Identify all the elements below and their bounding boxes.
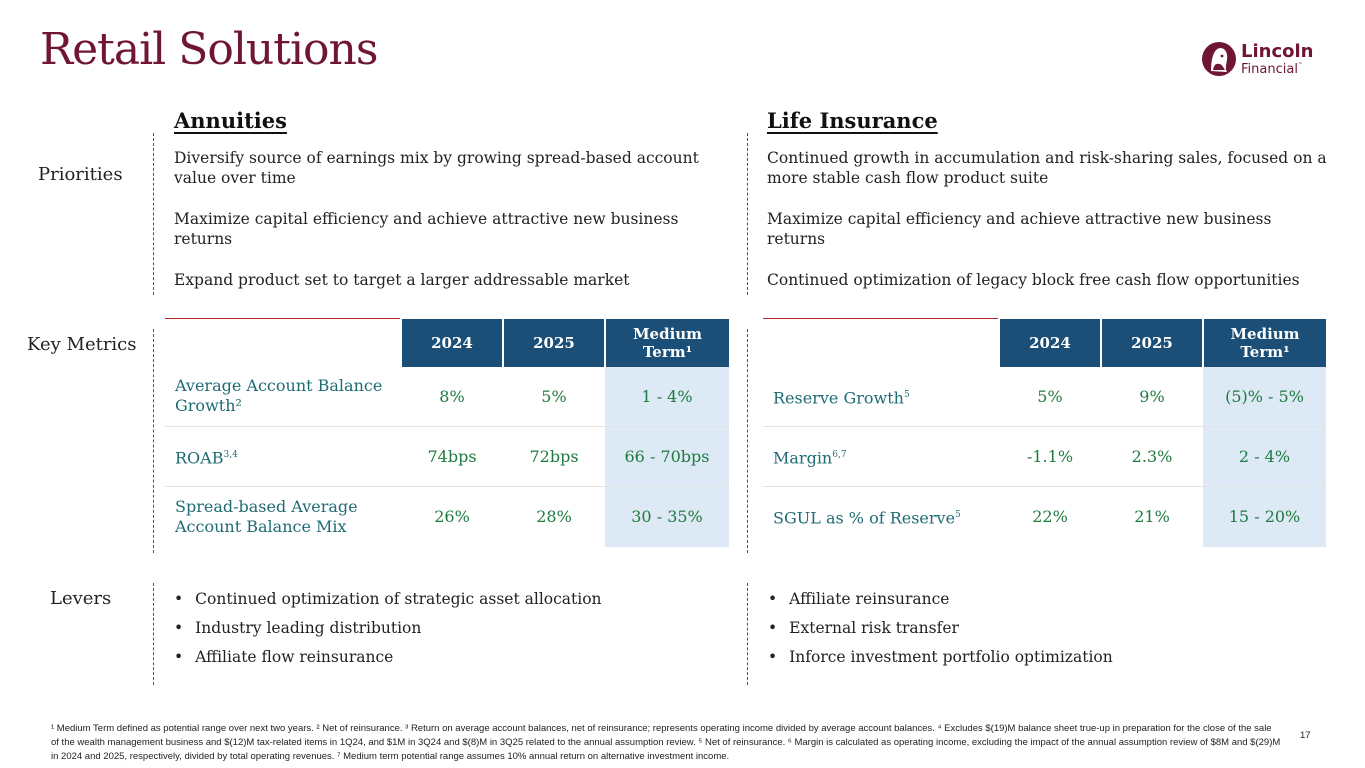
- priority-item: Diversify source of earnings mix by grow…: [174, 149, 699, 187]
- table-row: SGUL as % of Reserve5 22% 21% 15 - 20%: [763, 486, 1326, 547]
- list-item: Inforce investment portfolio optimizatio…: [768, 648, 1113, 677]
- divider: [747, 583, 748, 685]
- row-label-key-metrics: Key Metrics: [27, 334, 137, 355]
- value-medium-term: (5)% - 5%: [1203, 366, 1326, 427]
- table-row: Average Account Balance Growth² 8% 5% 1 …: [165, 366, 729, 427]
- priority-item: Maximize capital efficiency and achieve …: [767, 210, 1272, 248]
- value-2024: 74bps: [401, 426, 503, 487]
- value-medium-term: 2 - 4%: [1203, 426, 1326, 487]
- life-insurance-heading: Life Insurance: [767, 108, 938, 133]
- metric-label: Reserve Growth5: [763, 366, 999, 427]
- page-title: Retail Solutions: [40, 24, 378, 75]
- table-corner: [165, 318, 401, 367]
- annuities-priorities: Diversify source of earnings mix by grow…: [174, 148, 734, 311]
- column-header: Medium Term¹: [1202, 318, 1326, 367]
- annuities-levers: Continued optimization of strategic asse…: [174, 590, 602, 677]
- divider: [153, 329, 154, 553]
- value-2025: 9%: [1101, 366, 1203, 427]
- logo-line1: Lincoln: [1241, 40, 1314, 62]
- table-row: ROAB3,4 74bps 72bps 66 - 70bps: [165, 426, 729, 487]
- lincoln-financial-logo: Lincoln Financial™: [1201, 38, 1316, 80]
- value-2024: -1.1%: [999, 426, 1101, 487]
- priority-item: Continued growth in accumulation and ris…: [767, 149, 1327, 187]
- annuities-metrics-table: 2024 2025 Medium Term¹ Average Account B…: [165, 318, 729, 547]
- value-2025: 28%: [536, 507, 572, 527]
- priority-item: Maximize capital efficiency and achieve …: [174, 210, 679, 248]
- column-header: 2024: [400, 318, 503, 367]
- value-2025: 2.3%: [1101, 426, 1203, 487]
- list-item: Affiliate flow reinsurance: [174, 648, 602, 677]
- list-item: Affiliate reinsurance: [768, 590, 1113, 619]
- page-number: 17: [1300, 730, 1311, 741]
- priority-item: Expand product set to target a larger ad…: [174, 271, 630, 289]
- row-label-levers: Levers: [50, 588, 112, 609]
- value-medium-term: 66 - 70bps: [605, 426, 729, 487]
- lincoln-portrait-icon: [1202, 42, 1236, 76]
- divider: [747, 329, 748, 553]
- metric-label: Average Account Balance Growth²: [165, 366, 401, 427]
- value-2025: 5%: [503, 366, 605, 427]
- value-medium-term: 30 - 35%: [605, 486, 729, 547]
- metric-label: Spread-based Average Account Balance Mix: [175, 496, 358, 536]
- column-header: 2025: [1100, 318, 1203, 367]
- divider: [153, 133, 154, 295]
- value-2025: 21%: [1134, 507, 1170, 527]
- value-2024: 5%: [999, 366, 1101, 427]
- row-label-priorities: Priorities: [38, 164, 123, 185]
- value-2024: 22%: [1032, 507, 1068, 527]
- column-header: 2025: [502, 318, 605, 367]
- value-2025: 72bps: [503, 426, 605, 487]
- metric-label: SGUL as % of Reserve5: [773, 508, 961, 528]
- table-row: Margin6,7 -1.1% 2.3% 2 - 4%: [763, 426, 1326, 487]
- list-item: External risk transfer: [768, 619, 1113, 648]
- footnote: ¹ Medium Term defined as potential range…: [51, 723, 1281, 762]
- table-row: Spread-based Average Account Balance Mix…: [165, 486, 729, 547]
- logo-trademark: ™: [1297, 61, 1303, 68]
- table-corner: [763, 318, 999, 367]
- life-levers: Affiliate reinsurance External risk tran…: [768, 590, 1113, 677]
- divider: [153, 583, 154, 685]
- column-header: Medium Term¹: [604, 318, 729, 367]
- logo-line2: Financial: [1241, 61, 1298, 77]
- divider: [747, 133, 748, 295]
- value-2024: 26%: [434, 507, 470, 527]
- value-2024: 8%: [401, 366, 503, 427]
- list-item: Industry leading distribution: [174, 619, 602, 648]
- priority-item: Continued optimization of legacy block f…: [767, 271, 1300, 289]
- life-metrics-table: 2024 2025 Medium Term¹ Reserve Growth5 5…: [763, 318, 1326, 547]
- annuities-heading: Annuities: [174, 108, 287, 133]
- list-item: Continued optimization of strategic asse…: [174, 590, 601, 619]
- life-priorities: Continued growth in accumulation and ris…: [767, 148, 1327, 311]
- value-medium-term: 1 - 4%: [605, 366, 729, 427]
- metric-label: ROAB3,4: [165, 426, 401, 487]
- table-row: Reserve Growth5 5% 9% (5)% - 5%: [763, 366, 1326, 427]
- column-header: 2024: [998, 318, 1101, 367]
- value-medium-term: 15 - 20%: [1203, 486, 1326, 547]
- metric-label: Margin6,7: [763, 426, 999, 487]
